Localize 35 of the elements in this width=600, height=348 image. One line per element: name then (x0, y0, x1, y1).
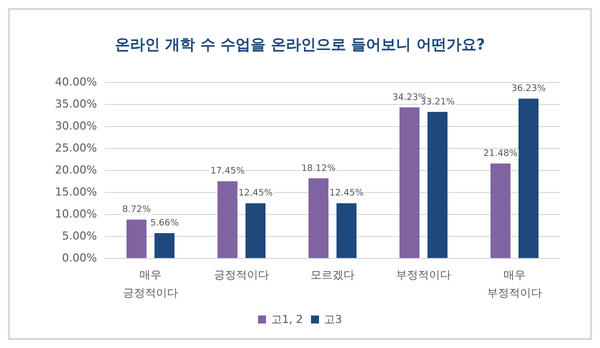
y-tick-label: 10.00% (55, 208, 97, 220)
bar (218, 181, 238, 258)
data-label: 5.66% (150, 218, 180, 229)
x-tick-label: 매우 긍정적이다 (123, 268, 178, 300)
data-label: 17.45% (210, 166, 246, 177)
data-label: 21.48% (483, 148, 518, 159)
bar (154, 233, 174, 258)
bar (518, 98, 538, 258)
x-tick-label: 모르겠다 (310, 268, 354, 282)
data-label: 36.23% (511, 84, 546, 94)
y-tick-label: 40.00% (55, 76, 97, 88)
y-tick-label: 35.00% (55, 98, 97, 110)
bar (336, 203, 356, 258)
y-tick-label: 5.00% (62, 230, 97, 242)
y-tick-label: 20.00% (55, 164, 97, 176)
legend-label: 고3 (324, 313, 342, 326)
data-label: 8.72% (122, 205, 152, 216)
y-tick-label: 0.00% (62, 252, 97, 264)
x-tick-label: 부정적이다 (396, 268, 451, 282)
bar (126, 220, 146, 258)
data-label: 18.12% (301, 164, 336, 174)
x-tick-label: 매우 부정적이다 (487, 268, 542, 300)
bar (490, 163, 510, 258)
x-tick-label: 긍정적이다 (214, 268, 269, 282)
data-label: 12.45% (238, 188, 274, 199)
bar (246, 203, 266, 258)
chart-title: 온라인 개학 수 수업을 온라인으로 들어보니 어떤가요? (114, 36, 486, 54)
y-tick-label: 25.00% (55, 142, 97, 154)
bar (400, 107, 420, 258)
bar (308, 178, 328, 258)
legend-label: 고1, 2 (271, 313, 304, 326)
y-tick-label: 15.00% (55, 186, 97, 198)
data-label: 12.45% (329, 188, 364, 199)
y-tick-label: 30.00% (55, 120, 97, 132)
bar (428, 112, 448, 258)
